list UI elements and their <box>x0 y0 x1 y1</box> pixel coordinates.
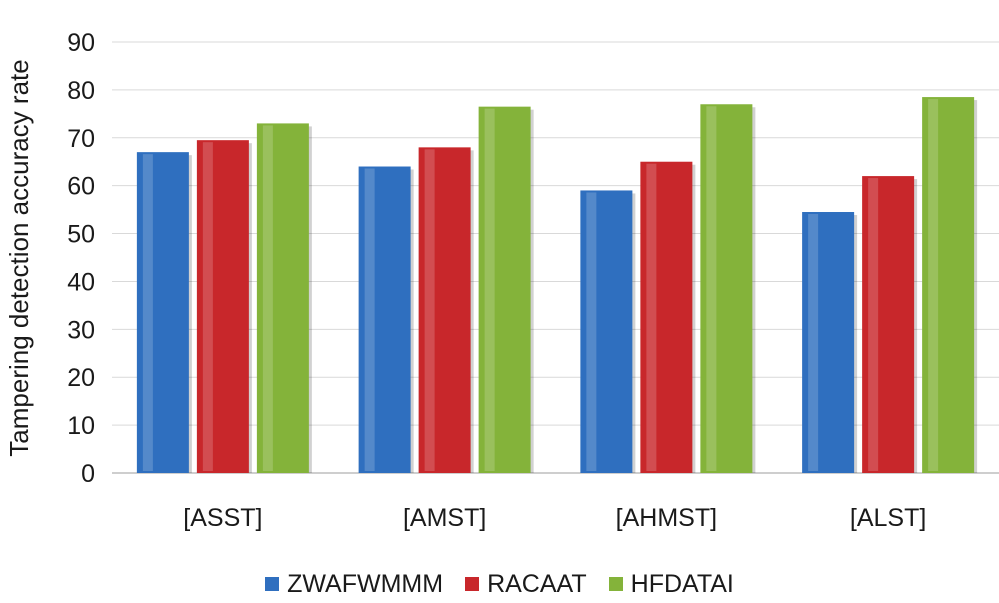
x-tick-label: [AHMST] <box>616 504 717 532</box>
bar <box>358 166 411 473</box>
y-axis-ticks: 0 10 20 30 40 50 60 70 80 90 <box>67 29 95 488</box>
bar-highlight <box>586 192 597 471</box>
bar-highlight <box>646 163 657 471</box>
bar-highlight <box>868 178 879 472</box>
y-tick-label: 80 <box>67 77 95 105</box>
bar <box>700 104 753 473</box>
legend-swatch-series-3 <box>608 577 623 591</box>
bar <box>196 140 249 473</box>
bar-highlight <box>808 214 819 471</box>
bar <box>802 212 855 473</box>
bar <box>862 176 915 474</box>
bar-highlight <box>706 106 717 471</box>
y-tick-label: 20 <box>67 364 95 392</box>
bar <box>478 106 531 474</box>
bar <box>136 152 189 473</box>
bar-highlight <box>364 168 375 471</box>
y-tick-label: 30 <box>67 316 95 344</box>
bar-highlight <box>202 142 213 471</box>
y-tick-label: 90 <box>67 29 95 57</box>
bar-chart: 0 10 20 30 40 50 60 70 80 90 Tampering detection … <box>4 29 999 532</box>
bar-highlight <box>484 108 495 472</box>
legend-swatch-series-1 <box>265 577 280 591</box>
bar <box>256 123 309 474</box>
y-tick-label: 70 <box>67 125 95 153</box>
legend-item-series-3: HFDATAI <box>608 569 734 599</box>
bar <box>640 161 693 473</box>
bars <box>136 97 978 474</box>
x-tick-label: [ASST] <box>183 504 262 532</box>
legend-item-series-1: ZWAFWMMM <box>265 570 443 599</box>
x-tick-label: [ALST] <box>850 504 926 532</box>
legend: ZWAFWMMM RACAAT HFDATAI <box>0 566 999 602</box>
bar <box>580 190 633 473</box>
legend-label-series-1: ZWAFWMMM <box>287 569 444 598</box>
y-tick-label: 60 <box>67 173 95 201</box>
bar <box>922 97 975 474</box>
x-tick-label: [AMST] <box>403 504 486 532</box>
legend-label-series-3: HFDATAI <box>630 569 734 598</box>
legend-swatch-series-2 <box>465 577 480 591</box>
y-axis-label: Tampering detection accuracy rate <box>4 59 34 456</box>
bar <box>418 147 471 473</box>
x-axis-ticks: [ASST] [AMST] [AHMST] [ALST] <box>183 504 926 532</box>
bar-highlight <box>262 125 273 472</box>
legend-item-series-2: RACAAT <box>465 570 587 599</box>
bar-highlight <box>424 149 435 471</box>
bar-highlight <box>928 99 939 472</box>
y-tick-label: 50 <box>67 221 95 249</box>
y-tick-label: 40 <box>67 268 95 296</box>
legend-label-series-2: RACAAT <box>487 569 587 598</box>
y-tick-label: 10 <box>67 412 95 440</box>
y-tick-label: 0 <box>81 460 95 488</box>
bar-highlight <box>142 154 153 471</box>
